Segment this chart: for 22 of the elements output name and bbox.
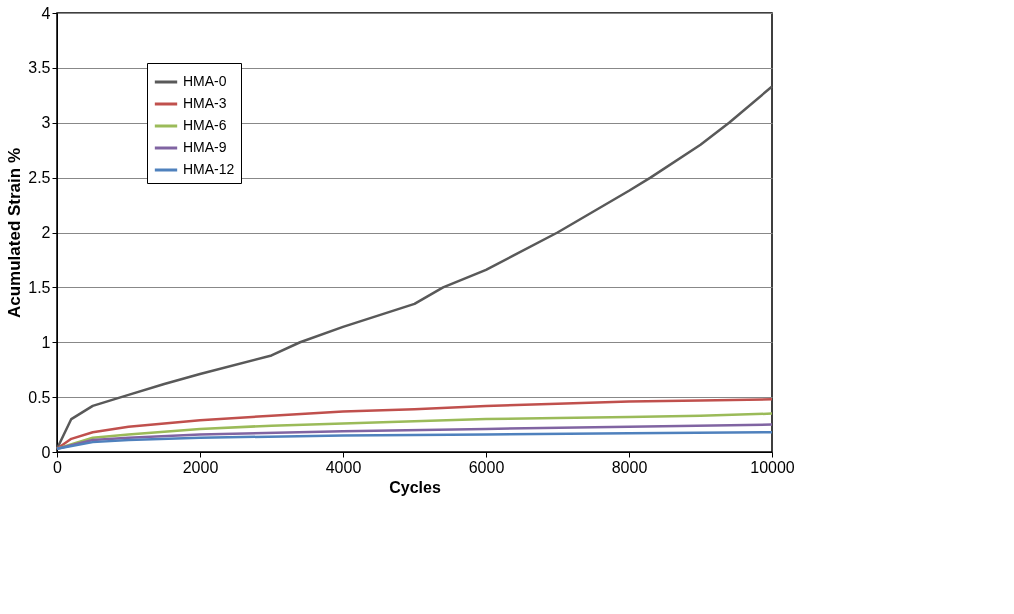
y-tick-label: 3 [41,114,51,132]
legend-label: HMA-6 [183,117,227,133]
x-tick-label: 10000 [750,458,795,476]
x-tick-label: 2000 [182,458,219,476]
y-tick-label: 2.5 [28,169,51,187]
y-tick-label: 0 [41,443,51,461]
y-axis-title: Acumulated Strain % [5,147,25,319]
y-tick-label: 2 [41,224,51,241]
legend-label: HMA-9 [183,139,227,155]
legend-label: HMA-0 [183,73,227,89]
y-tick-label: 0.5 [28,388,51,406]
x-tick-label: 4000 [325,458,362,476]
x-tick-label: 8000 [611,458,648,476]
x-tick-label: 6000 [468,458,505,476]
x-axis-title: Cycles [389,478,441,496]
y-tick-label: 4 [41,4,51,22]
y-tick-label: 1 [41,333,51,351]
legend-label: HMA-3 [183,95,227,111]
x-tick-label: 0 [53,458,63,476]
legend-label: HMA-12 [183,161,235,177]
y-tick-label: 1.5 [28,278,51,296]
y-tick-label: 3.5 [28,59,51,77]
